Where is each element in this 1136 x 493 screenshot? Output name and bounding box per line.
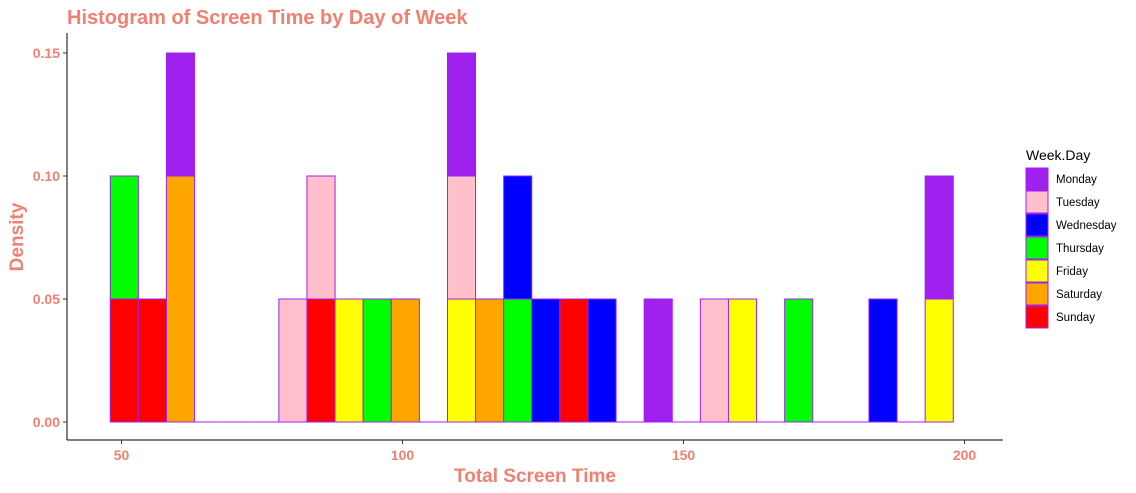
- legend-swatch-thursday: [1025, 236, 1049, 260]
- y-tick-label: 0.10: [33, 168, 60, 184]
- bar-wednesday-bin-118: [503, 175, 533, 300]
- x-ticks-group: 50 100 150 200: [114, 440, 977, 463]
- bar-tuesday-bin-83: [306, 175, 336, 300]
- bar-wednesday-bin-183: [868, 298, 898, 423]
- bar-saturday-bin-58: [165, 175, 196, 423]
- bar-sunday-bin-53: [137, 298, 167, 423]
- x-tick-label: 50: [114, 447, 130, 463]
- x-tick-label: 150: [672, 447, 696, 463]
- legend-swatch-saturday: [1025, 282, 1049, 306]
- legend-label-friday: Friday: [1056, 266, 1088, 278]
- x-tick-label: 200: [953, 447, 977, 463]
- bar-monday-bin-143: [643, 298, 673, 423]
- legend-swatch-friday: [1025, 259, 1049, 283]
- bar-friday-bin-108: [446, 298, 477, 423]
- x-axis-title: Total Screen Time: [454, 466, 616, 487]
- y-axis-title: Density: [7, 202, 28, 271]
- bar-saturday-bin-98: [390, 298, 420, 423]
- legend-label-thursday: Thursday: [1056, 243, 1104, 255]
- axes-group: [66, 33, 1003, 441]
- legend-label-wednesday: Wednesday: [1056, 220, 1117, 232]
- bar-monday-bin-108: [446, 52, 477, 177]
- bar-tuesday-bin-153: [699, 298, 729, 423]
- bar-friday-bin-88: [334, 298, 364, 423]
- bar-sunday-bin-128: [559, 298, 589, 423]
- bar-thursday-bin-93: [362, 298, 392, 423]
- bar-wednesday-bin-123: [531, 298, 561, 423]
- bar-monday-bin-193: [924, 175, 954, 300]
- y-ticks-group: 0.00 0.05 0.10 0.15: [33, 45, 67, 430]
- bar-thursday-bin-168: [784, 298, 814, 423]
- bar-monday-bin-58: [165, 52, 196, 177]
- legend-label-monday: Monday: [1056, 174, 1097, 186]
- y-tick-label: 0.05: [33, 291, 60, 307]
- bar-thursday-bin-48: [109, 175, 139, 300]
- legend-swatch-sunday: [1025, 305, 1049, 329]
- bar-friday-bin-193: [924, 298, 954, 423]
- bar-sunday-bin-83: [306, 298, 336, 423]
- bars-group: [109, 52, 954, 423]
- legend-title: Week.Day: [1026, 147, 1090, 163]
- bar-thursday-bin-118: [503, 298, 533, 423]
- y-tick-label: 0.15: [33, 45, 60, 61]
- legend-label-saturday: Saturday: [1056, 289, 1102, 301]
- bar-friday-bin-158: [727, 298, 758, 423]
- bar-wednesday-bin-133: [587, 298, 617, 423]
- legend-label-tuesday: Tuesday: [1056, 197, 1100, 209]
- bar-tuesday-bin-108: [446, 175, 477, 300]
- bar-tuesday-bin-78: [278, 298, 308, 423]
- legend-swatch-wednesday: [1025, 213, 1049, 237]
- chart-title: Histogram of Screen Time by Day of Week: [67, 7, 468, 29]
- legend-swatch-tuesday: [1025, 190, 1049, 214]
- bar-saturday-bin-113: [475, 298, 505, 423]
- y-tick-label: 0.00: [33, 414, 60, 430]
- legend: Week.Day Monday Tuesday Wednesday Thursday F…: [1025, 147, 1117, 329]
- bar-sunday-bin-48: [109, 298, 139, 423]
- x-tick-label: 100: [391, 447, 415, 463]
- legend-label-sunday: Sunday: [1056, 312, 1095, 324]
- legend-items: Monday Tuesday Wednesday Thursday Friday Satu…: [1025, 167, 1117, 329]
- legend-swatch-monday: [1025, 167, 1049, 191]
